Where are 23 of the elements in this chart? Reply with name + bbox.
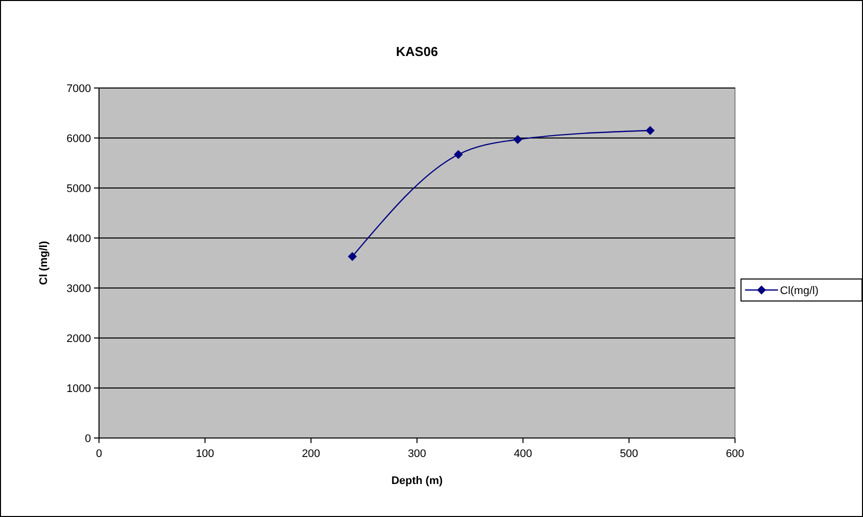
- x-axis-title: Depth (m): [391, 475, 443, 487]
- y-tick-label: 6000: [66, 132, 91, 145]
- x-tick-label: 300: [408, 448, 426, 460]
- legend-label: Cl(mg/l): [780, 284, 818, 297]
- point: [454, 150, 463, 159]
- x-tick-label: 100: [196, 448, 214, 460]
- point: [348, 252, 357, 261]
- y-tick-label: 0: [84, 432, 91, 445]
- y-tick-label: 7000: [66, 82, 91, 95]
- chart-title: KAS06: [396, 44, 438, 59]
- x-tick-label: 600: [726, 448, 744, 460]
- y-tick-label: 3000: [66, 282, 91, 295]
- x-tick-label: 0: [96, 448, 102, 460]
- y-axis-title: Cl (mg/l): [38, 240, 50, 285]
- point: [646, 126, 655, 135]
- y-tick-label: 4000: [66, 232, 91, 245]
- y-tick-label: 1000: [66, 382, 91, 395]
- y-tick-label: 5000: [66, 182, 91, 195]
- x-tick-label: 200: [302, 448, 320, 460]
- point: [513, 135, 522, 144]
- x-tick-label: 400: [514, 448, 532, 460]
- y-tick-label: 2000: [66, 332, 91, 345]
- x-tick-label: 500: [620, 448, 638, 460]
